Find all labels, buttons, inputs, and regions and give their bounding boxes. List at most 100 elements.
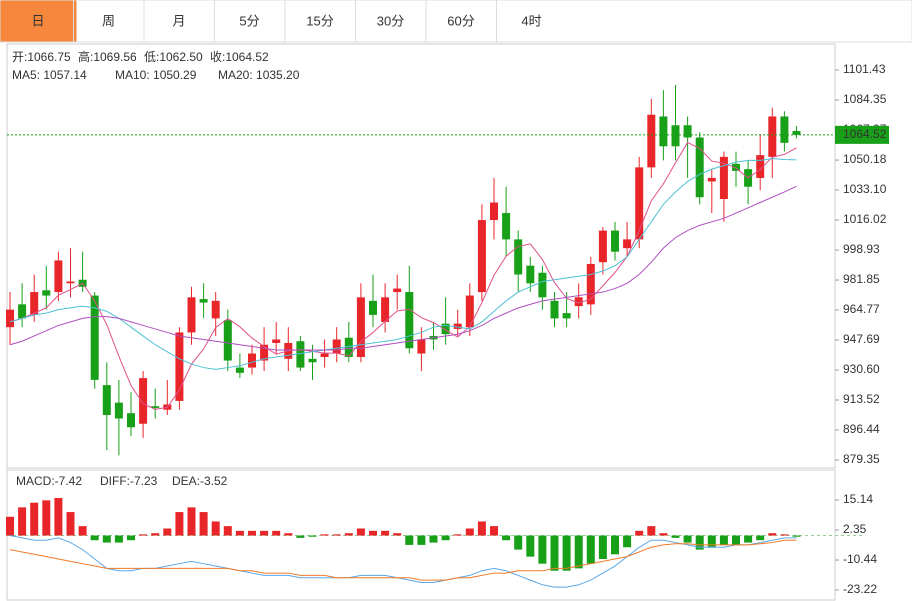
macd-bar (320, 534, 329, 536)
tab[interactable]: 30分 (377, 13, 404, 28)
macd-bar (369, 530, 377, 536)
macd-bar (695, 535, 704, 550)
y-tick-label: 947.69 (843, 332, 880, 346)
y-tick-label: 1101.43 (843, 62, 886, 76)
candle-body (465, 295, 474, 328)
macd-bar (102, 535, 111, 543)
macd-bar (284, 533, 293, 536)
indicator-line (9, 141, 797, 410)
ohlc-info: 高:1069.56 (78, 49, 137, 64)
main-plot-frame (6, 43, 836, 469)
macd-bar (659, 533, 668, 536)
y-tick-label: 930.60 (843, 362, 880, 376)
candle-body (623, 239, 632, 249)
candle-body (598, 230, 607, 263)
macd-bar (405, 535, 414, 545)
candle-body (453, 323, 462, 329)
macd-bar (127, 535, 135, 541)
y-tick-label: 981.85 (843, 272, 880, 286)
macd-bar (574, 535, 583, 569)
candle-body (514, 239, 523, 275)
macd-bar (223, 526, 232, 536)
candle-body (441, 323, 450, 335)
macd-bar (42, 500, 51, 536)
candle-body (417, 339, 426, 354)
y-tick-label: 2.35 (843, 522, 867, 536)
macd-bar (6, 516, 14, 536)
candle-body (780, 116, 789, 143)
macd-bar (756, 535, 765, 541)
macd-bar (623, 535, 632, 548)
candle-body (30, 292, 39, 315)
ohlc-info: 低:1062.50 (144, 50, 203, 64)
candle-body (671, 125, 680, 147)
macd-bar (54, 497, 63, 536)
candle-body (792, 130, 801, 135)
candle-body (296, 341, 305, 368)
tab[interactable]: 日 (31, 13, 44, 28)
candle-body (707, 177, 716, 182)
macd-bar (526, 535, 535, 557)
macd-bar (163, 528, 172, 536)
indicator-line (9, 158, 797, 370)
y-tick-label: 913.52 (843, 392, 880, 406)
candle-body (695, 137, 704, 198)
tab[interactable]: 60分 (447, 13, 474, 28)
macd-bar (272, 530, 281, 536)
candle-body (199, 299, 208, 303)
y-tick-label: 15.14 (843, 492, 873, 506)
candle-body (635, 167, 644, 240)
tab-bar (0, 0, 912, 43)
macd-bar (744, 535, 753, 543)
candle-body (127, 413, 135, 428)
macd-bar (719, 535, 728, 545)
candle-body (356, 297, 365, 358)
ma-legend: MA20: 1035.20 (218, 68, 300, 82)
candle-body (502, 213, 511, 240)
candle-body (659, 116, 668, 147)
macd-legend: DIFF:-7.23 (100, 474, 158, 488)
macd-bar (780, 534, 789, 536)
candle-body (550, 300, 559, 319)
candle-body (756, 155, 765, 178)
macd-bar (381, 530, 390, 536)
tab[interactable]: 5分 (239, 13, 259, 28)
candle-body (18, 304, 27, 319)
active-tab[interactable] (0, 0, 77, 42)
candle-body (66, 281, 75, 284)
candle-body (6, 309, 14, 328)
macd-bar (187, 507, 196, 536)
macd-bar (296, 535, 305, 538)
candle-body (381, 297, 390, 322)
macd-bar (175, 512, 184, 536)
macd-legend: MACD:-7.42 (16, 474, 82, 488)
candle-body (647, 114, 656, 168)
y-tick-label: 879.35 (843, 452, 880, 466)
macd-bar (635, 530, 644, 536)
candle-body (139, 378, 148, 424)
macd-bar (671, 535, 680, 538)
macd-bar (732, 535, 740, 545)
ma-legend: MA5: 1057.14 (12, 68, 87, 82)
macd-bar (260, 530, 269, 536)
tab[interactable]: 月 (172, 13, 185, 28)
y-tick-label: 1050.18 (843, 152, 887, 166)
candle-body (369, 300, 377, 315)
y-tick-label: 998.93 (843, 242, 880, 256)
tab[interactable]: 4时 (521, 13, 541, 28)
tab[interactable]: 15分 (306, 13, 333, 28)
candle-body (732, 163, 740, 171)
y-tick-label: 1084.35 (843, 92, 887, 106)
candle-body (344, 337, 353, 358)
tab[interactable]: 周 (102, 13, 115, 28)
candle-body (538, 272, 547, 298)
y-tick-label: 896.44 (843, 422, 880, 436)
candle-body (114, 402, 123, 419)
candle-body (719, 156, 728, 199)
y-tick-label: -10.44 (843, 552, 877, 566)
macd-bar (248, 530, 256, 536)
macd-bar (502, 535, 511, 541)
candle-body (211, 300, 220, 319)
macd-bar (344, 533, 353, 536)
